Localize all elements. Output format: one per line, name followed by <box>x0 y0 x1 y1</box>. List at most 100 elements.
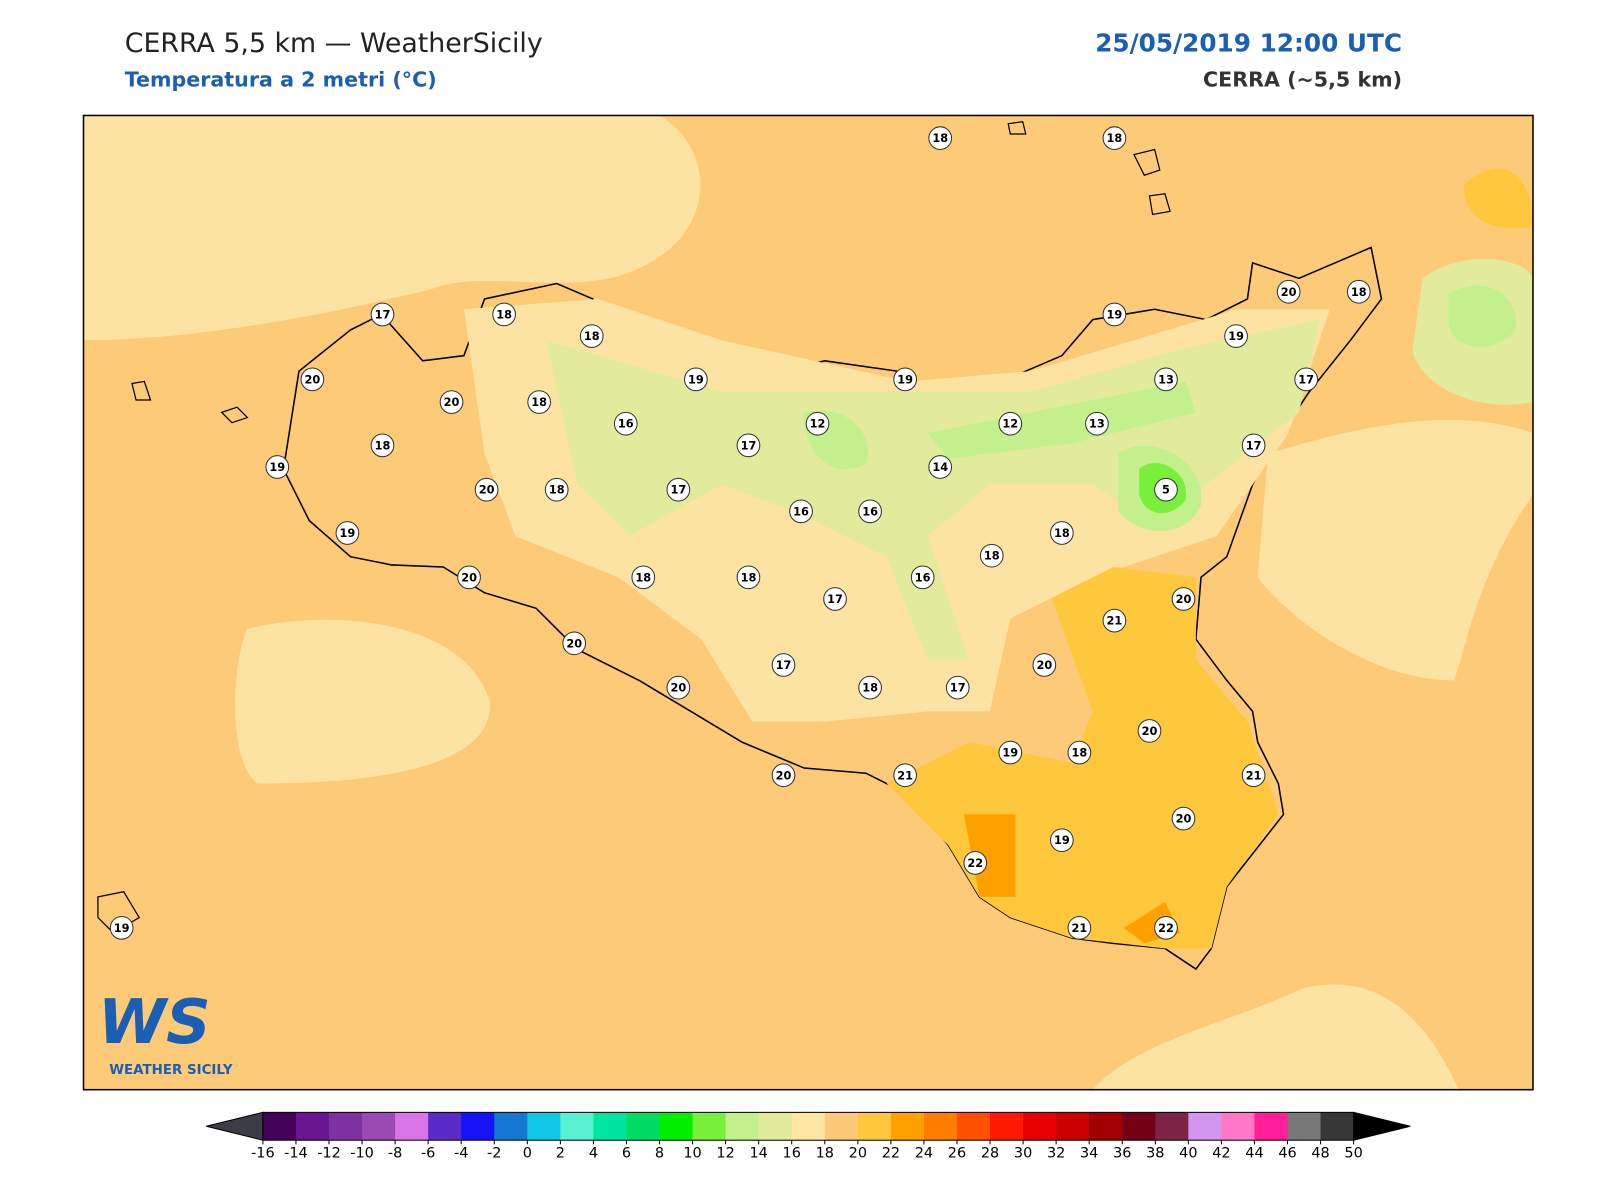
station: 20 <box>1276 279 1301 304</box>
colorbar-swatch <box>824 1112 859 1141</box>
station-marker <box>910 565 935 590</box>
station-marker <box>1294 367 1319 392</box>
colorbar-tick-label: -6 <box>421 1146 435 1162</box>
station-marker <box>1224 324 1248 348</box>
station-value: 18 <box>531 395 547 409</box>
date: 25/05/2019 12:00 UTC <box>1095 28 1402 57</box>
station-marker <box>1346 279 1371 304</box>
station-value: 20 <box>461 570 477 584</box>
station-marker <box>1137 719 1162 743</box>
station-marker <box>789 499 813 524</box>
station-marker <box>1067 915 1092 940</box>
station-marker <box>684 367 708 392</box>
station: 22 <box>963 851 988 875</box>
colorbar-swatch <box>362 1112 396 1141</box>
station: 19 <box>1102 302 1127 327</box>
field <box>83 115 701 341</box>
station-value: 18 <box>635 570 651 584</box>
colorbar-swatch <box>395 1112 429 1141</box>
station: 19 <box>893 367 918 392</box>
colorbar-swatch <box>1287 1112 1322 1141</box>
station-marker <box>544 477 569 502</box>
colorbar-swatch <box>626 1112 661 1141</box>
station: 18 <box>928 126 953 150</box>
field <box>1463 168 1533 229</box>
colorbar-swatch <box>494 1112 528 1141</box>
station-marker <box>335 521 360 545</box>
station: 18 <box>858 675 882 700</box>
station-marker <box>1050 828 1074 853</box>
station-marker <box>963 851 988 875</box>
station-marker <box>1276 279 1301 304</box>
station-marker <box>300 367 325 392</box>
station-marker <box>457 565 481 590</box>
station-marker <box>893 763 918 788</box>
station: 17 <box>370 302 395 327</box>
station-marker <box>265 455 290 479</box>
colorbar-swatch <box>659 1112 694 1141</box>
station: 18 <box>1050 521 1074 545</box>
station: 19 <box>265 455 290 479</box>
station-value: 18 <box>862 681 878 695</box>
station-marker <box>613 411 638 436</box>
station: 20 <box>562 631 587 656</box>
logo-name: WEATHER SICILY <box>109 1063 233 1078</box>
station-marker <box>666 477 691 502</box>
station-value: 16 <box>862 504 878 518</box>
station: 13 <box>1085 411 1109 436</box>
colorbar-tick-label: 30 <box>1014 1146 1032 1162</box>
station-value: 16 <box>793 504 809 518</box>
colorbar-tick-label: 2 <box>556 1146 565 1162</box>
station-marker <box>1032 653 1057 677</box>
station-marker <box>1154 915 1178 940</box>
station-marker <box>858 499 882 524</box>
station-marker <box>945 675 970 700</box>
station-value: 21 <box>897 768 913 782</box>
station-value: 22 <box>967 856 983 870</box>
station: 20 <box>439 390 464 414</box>
station-value: 20 <box>1142 724 1158 738</box>
colorbar-swatch <box>262 1112 297 1141</box>
station-marker <box>1085 411 1109 436</box>
colorbar-tick-label: 42 <box>1212 1146 1230 1162</box>
station: 12 <box>805 411 830 436</box>
colorbar-tick-label: 46 <box>1278 1146 1296 1162</box>
colorbar-swatch <box>1056 1112 1090 1141</box>
colorbar-swatch <box>1221 1112 1255 1141</box>
colorbar-swatch <box>428 1112 462 1141</box>
station: 18 <box>979 543 1004 568</box>
station-marker <box>492 302 516 327</box>
map: 18 18 17 18 18 20 19 19 19 20 18 19 13 17 20 18 16 12 12 13… <box>82 114 1534 1091</box>
station: 16 <box>858 499 882 524</box>
station-value: 21 <box>1107 614 1123 628</box>
station-marker <box>823 587 847 611</box>
station: 18 <box>370 433 395 458</box>
colorbar-tick-label: 14 <box>749 1146 767 1162</box>
colorbar-swatch <box>1155 1112 1189 1141</box>
station: 18 <box>631 565 656 590</box>
station: 20 <box>1171 587 1196 611</box>
colorbar-tick-label: -14 <box>284 1146 308 1162</box>
station-marker <box>1241 433 1266 458</box>
station: 20 <box>666 675 691 700</box>
station: 18 <box>579 324 604 348</box>
station-marker <box>439 390 464 414</box>
colorbar-tick-label: 22 <box>882 1146 900 1162</box>
colorbar-tick-label: 44 <box>1245 1146 1263 1162</box>
station-marker <box>805 411 830 436</box>
station: 13 <box>1154 367 1178 392</box>
colorbar-tick-label: 40 <box>1179 1146 1197 1162</box>
station-marker <box>1102 608 1127 633</box>
colorbar-tick-label: 8 <box>655 1146 664 1162</box>
station-marker <box>1154 477 1178 502</box>
station: 20 <box>1171 806 1196 831</box>
colorbar-swatch <box>1320 1112 1355 1141</box>
station-value: 21 <box>1071 921 1087 935</box>
station-marker <box>979 543 1004 568</box>
colorbar-tick-label: 6 <box>622 1146 631 1162</box>
station-value: 18 <box>496 307 512 321</box>
colorbar-swatch <box>758 1112 793 1141</box>
station-value: 20 <box>304 372 320 386</box>
station-value: 19 <box>688 372 704 386</box>
